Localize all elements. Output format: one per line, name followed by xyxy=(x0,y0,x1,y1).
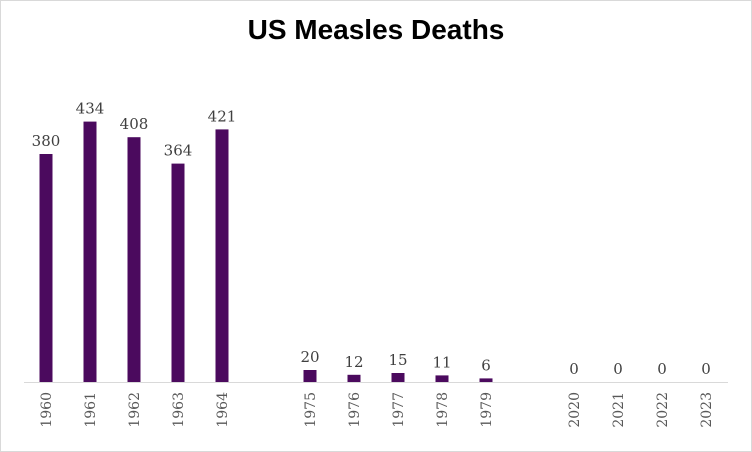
tick-label-2021: 2021 xyxy=(611,392,627,428)
data-label-2022: 0 xyxy=(657,360,667,378)
tick-label-1979: 1979 xyxy=(479,392,495,428)
data-label-2020: 0 xyxy=(569,360,579,378)
data-label-1976: 12 xyxy=(344,353,363,371)
tick-label-2020: 2020 xyxy=(567,392,583,428)
bar-1961 xyxy=(83,121,97,382)
data-label-1979: 6 xyxy=(481,356,491,374)
bar-1960 xyxy=(39,154,53,382)
bar-1978 xyxy=(435,375,449,382)
tick-label-1962: 1962 xyxy=(127,392,143,428)
tick-label-2023: 2023 xyxy=(699,392,715,428)
bar-1964 xyxy=(215,129,229,382)
bar-1962 xyxy=(127,137,141,382)
bar-1979 xyxy=(479,378,493,382)
tick-label-1975: 1975 xyxy=(303,392,319,428)
data-label-1962: 408 xyxy=(120,115,149,133)
data-label-2021: 0 xyxy=(613,360,623,378)
tick-label-1960: 1960 xyxy=(39,392,55,428)
chart-title: US Measles Deaths xyxy=(247,14,505,45)
bar-1963 xyxy=(171,163,185,382)
data-label-2023: 0 xyxy=(701,360,711,378)
bar-1977 xyxy=(391,373,405,382)
tick-label-2022: 2022 xyxy=(655,392,671,428)
tick-label-1963: 1963 xyxy=(171,392,187,428)
tick-label-1961: 1961 xyxy=(83,392,99,428)
data-label-1978: 11 xyxy=(432,353,451,371)
tick-label-1976: 1976 xyxy=(347,392,363,428)
data-label-1963: 364 xyxy=(164,142,193,160)
data-label-1975: 20 xyxy=(300,348,319,366)
data-label-1961: 434 xyxy=(76,100,105,118)
data-label-1960: 380 xyxy=(32,132,61,150)
tick-label-1964: 1964 xyxy=(215,392,231,428)
tick-label-1978: 1978 xyxy=(435,392,451,428)
data-label-1964: 421 xyxy=(208,107,237,125)
tick-label-1977: 1977 xyxy=(391,392,407,428)
bar-1975 xyxy=(303,370,317,382)
bar-1976 xyxy=(347,374,361,382)
data-label-1977: 15 xyxy=(388,351,407,369)
